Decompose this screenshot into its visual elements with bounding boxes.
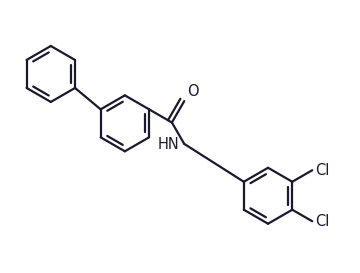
Text: Cl: Cl (315, 214, 329, 229)
Text: Cl: Cl (315, 163, 329, 178)
Text: O: O (188, 84, 199, 99)
Text: HN: HN (158, 137, 179, 152)
